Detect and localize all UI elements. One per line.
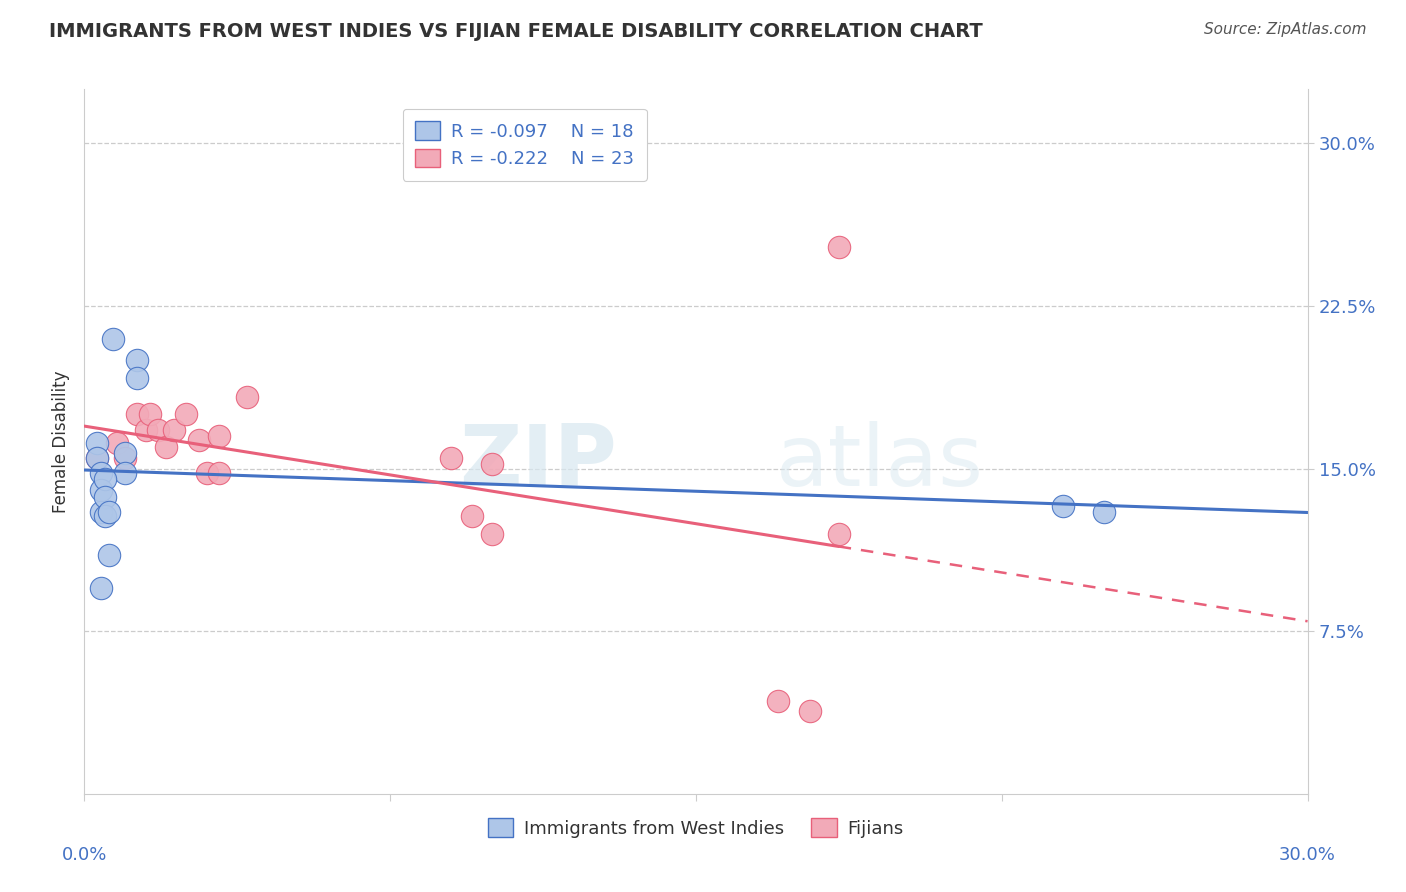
Point xyxy=(1092,505,1115,519)
Text: IMMIGRANTS FROM WEST INDIES VS FIJIAN FEMALE DISABILITY CORRELATION CHART: IMMIGRANTS FROM WEST INDIES VS FIJIAN FE… xyxy=(49,22,983,41)
Point xyxy=(135,423,157,437)
Text: ZIP: ZIP xyxy=(458,421,616,504)
Point xyxy=(93,490,115,504)
Point xyxy=(114,446,136,460)
Point xyxy=(481,526,503,541)
Point xyxy=(440,450,463,465)
Point xyxy=(90,466,112,480)
Point xyxy=(187,434,209,448)
Text: atlas: atlas xyxy=(776,421,983,504)
Point xyxy=(766,693,789,707)
Point xyxy=(114,466,136,480)
Point xyxy=(828,240,851,254)
Point xyxy=(86,450,108,465)
Legend: Immigrants from West Indies, Fijians: Immigrants from West Indies, Fijians xyxy=(481,811,911,845)
Point xyxy=(138,408,160,422)
Point xyxy=(86,450,108,465)
Point xyxy=(155,440,177,454)
Point xyxy=(86,435,108,450)
Point xyxy=(208,466,231,480)
Point xyxy=(127,370,149,384)
Point xyxy=(146,423,169,437)
Point xyxy=(461,509,484,524)
Point xyxy=(481,458,503,472)
Point xyxy=(90,505,112,519)
Point xyxy=(93,509,115,524)
Point xyxy=(1052,499,1074,513)
Point xyxy=(97,549,120,563)
Point xyxy=(90,581,112,595)
Point xyxy=(195,466,218,480)
Point xyxy=(127,353,149,368)
Y-axis label: Female Disability: Female Disability xyxy=(52,370,70,513)
Point xyxy=(90,483,112,498)
Point xyxy=(174,408,197,422)
Point xyxy=(97,505,120,519)
Point xyxy=(208,429,231,443)
Point xyxy=(101,332,124,346)
Text: 30.0%: 30.0% xyxy=(1279,846,1336,864)
Point xyxy=(828,526,851,541)
Point xyxy=(799,705,821,719)
Point xyxy=(93,473,115,487)
Point xyxy=(105,435,128,450)
Point xyxy=(236,390,259,404)
Text: 0.0%: 0.0% xyxy=(62,846,107,864)
Point xyxy=(127,408,149,422)
Point xyxy=(114,450,136,465)
Text: Source: ZipAtlas.com: Source: ZipAtlas.com xyxy=(1204,22,1367,37)
Point xyxy=(163,423,186,437)
